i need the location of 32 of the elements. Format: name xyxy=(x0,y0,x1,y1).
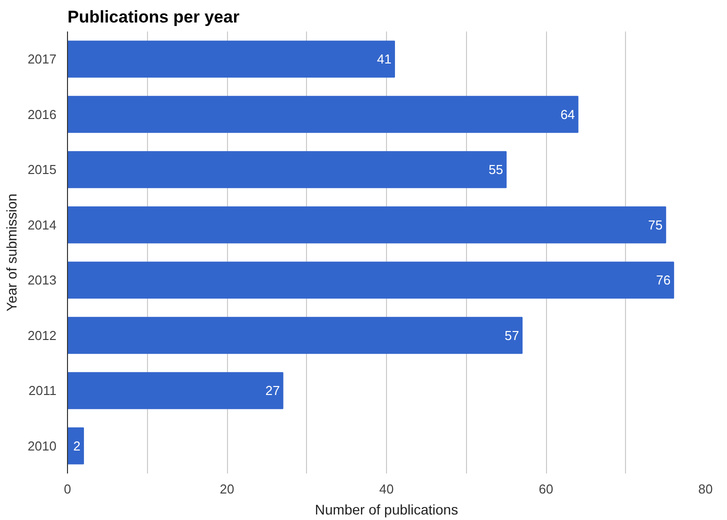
bar xyxy=(68,262,674,299)
y-tick-label: 2012 xyxy=(28,328,56,343)
chart-title: Publications per year xyxy=(68,8,240,26)
data-label: 2 xyxy=(73,438,80,454)
y-tick-label: 2013 xyxy=(28,272,56,288)
data-label: 27 xyxy=(265,383,280,398)
bar xyxy=(68,206,666,244)
bar xyxy=(68,316,523,354)
data-label: 75 xyxy=(648,217,663,232)
bar xyxy=(68,372,284,410)
y-tick-label: 2016 xyxy=(28,106,56,122)
x-tick-label: 0 xyxy=(64,482,72,496)
bar xyxy=(68,151,507,188)
bar xyxy=(68,40,395,78)
data-label: 76 xyxy=(656,272,671,288)
y-axis-title: Year of submission xyxy=(4,194,20,312)
x-tick-label: 40 xyxy=(379,482,394,496)
bar xyxy=(68,96,578,133)
data-label: 55 xyxy=(488,162,504,178)
y-tick-label: 2014 xyxy=(28,217,56,232)
x-tick-label: 80 xyxy=(698,482,713,496)
data-label: 57 xyxy=(504,328,520,343)
y-tick-label: 2010 xyxy=(28,438,56,454)
y-tick-label: 2017 xyxy=(28,52,56,67)
x-tick-label: 60 xyxy=(538,482,554,496)
y-tick-label: 2011 xyxy=(28,383,57,398)
data-label: 64 xyxy=(560,106,575,122)
x-tick-label: 20 xyxy=(220,482,234,496)
y-tick-label: 2015 xyxy=(28,162,56,178)
data-label: 41 xyxy=(377,52,392,67)
bar xyxy=(68,427,84,464)
x-axis-title: Number of publications xyxy=(314,502,458,518)
